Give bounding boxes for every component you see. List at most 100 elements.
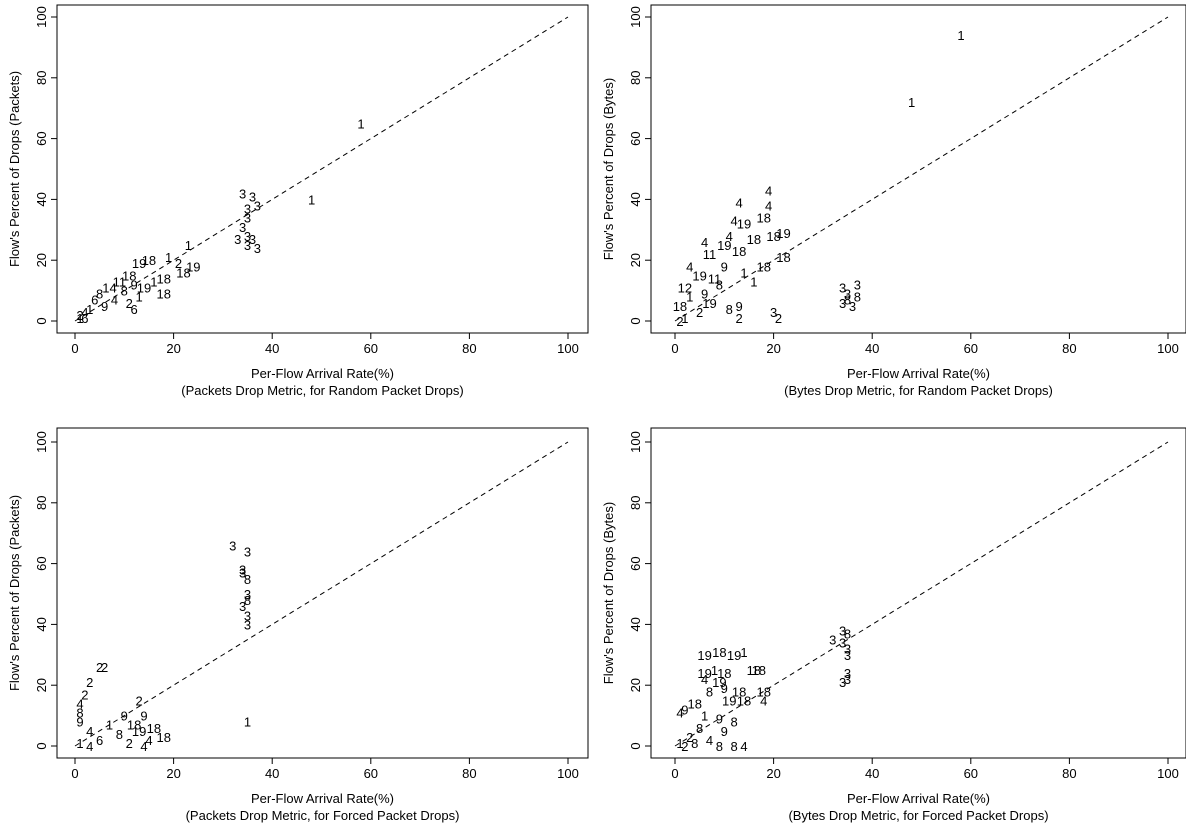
data-point-label: 8 <box>116 727 123 742</box>
x-tick-label: 100 <box>557 341 579 356</box>
y-tick-label: 60 <box>628 131 643 145</box>
data-point-label: 1 <box>150 274 157 289</box>
y-axis-label: Flow's Percent of Drops (Bytes) <box>601 502 616 684</box>
data-point-label: 19 <box>697 666 711 681</box>
data-point-label: 4 <box>760 693 767 708</box>
data-point-label: 12 <box>678 281 692 296</box>
plot-frame <box>650 427 1186 759</box>
chart-caption: (Bytes Drop Metric, for Forced Packet Dr… <box>788 808 1048 823</box>
x-tick-label: 80 <box>1062 341 1076 356</box>
data-point-label: 19 <box>132 724 146 739</box>
data-point-label: 19 <box>722 693 736 708</box>
data-point-label: 1 <box>686 290 693 305</box>
data-point-label: 18 <box>147 721 161 736</box>
data-point-label: 2 <box>686 730 693 745</box>
data-point-label: 19 <box>697 648 711 663</box>
y-tick-label: 60 <box>628 556 643 570</box>
data-point-label: 3 <box>254 241 261 256</box>
x-tick-label: 100 <box>1157 341 1179 356</box>
data-point-label: 9 <box>101 299 108 314</box>
data-point-label: 11 <box>113 274 127 289</box>
data-point-label: 3 <box>844 648 851 663</box>
data-point-label: 8 <box>854 290 861 305</box>
data-point-label: 3 <box>854 278 861 293</box>
x-tick-label: 80 <box>462 341 476 356</box>
data-point-label: 8 <box>121 284 128 299</box>
data-point-label: 1 <box>308 192 315 207</box>
data-point-label: 2 <box>676 314 683 329</box>
data-point-label: 3 <box>239 186 246 201</box>
x-tick-label: 60 <box>964 341 978 356</box>
x-tick-label: 60 <box>364 341 378 356</box>
plot-frame <box>650 4 1186 334</box>
data-point-label: 19 <box>186 259 200 274</box>
data-point-label: 4 <box>86 724 93 739</box>
x-tick-label: 20 <box>766 341 780 356</box>
plot-frame <box>56 4 589 334</box>
data-point-label: 1 <box>244 715 251 730</box>
y-axis-label: Flow's Percent of Drops (Packets) <box>7 71 22 267</box>
data-point-label: 18 <box>737 693 751 708</box>
data-point-label: 2 <box>86 675 93 690</box>
data-point-label: 2 <box>101 660 108 675</box>
data-point-label: 4 <box>701 235 708 250</box>
data-point-label: 8 <box>696 721 703 736</box>
data-point-label: 2 <box>81 687 88 702</box>
data-point-label: 3 <box>844 642 851 657</box>
data-point-label: 1 <box>86 302 93 317</box>
data-point-label: 2 <box>775 311 782 326</box>
reference-line <box>74 16 569 322</box>
data-point-label: 3 <box>844 672 851 687</box>
data-point-label: 4 <box>86 739 93 754</box>
data-point-label: 8 <box>731 715 738 730</box>
data-point-label: 8 <box>706 684 713 699</box>
data-point-label: 4 <box>676 706 683 721</box>
data-point-label: 2 <box>76 308 83 323</box>
data-point-label: 8 <box>244 572 251 587</box>
y-tick-label: 20 <box>34 253 49 267</box>
data-point-label: 1 <box>908 95 915 110</box>
data-point-label: 1 <box>357 116 364 131</box>
chart-caption: (Packets Drop Metric, for Random Packet … <box>181 383 463 398</box>
data-point-label: 2 <box>696 305 703 320</box>
data-point-label: 4 <box>765 198 772 213</box>
data-point-label: 2 <box>126 736 133 751</box>
y-axis-label: Flow's Percent of Drops (Bytes) <box>601 78 616 260</box>
data-point-label: 3 <box>829 633 836 648</box>
data-point-label: 3 <box>244 608 251 623</box>
data-point-label: 3 <box>239 566 246 581</box>
data-point-label: 3 <box>239 599 246 614</box>
data-point-label: 1 <box>740 265 747 280</box>
reference-line <box>74 441 569 747</box>
y-tick-label: 0 <box>34 742 49 749</box>
data-point-label: 8 <box>244 593 251 608</box>
data-point-label: 18 <box>766 229 780 244</box>
data-point-label: 3 <box>839 281 846 296</box>
data-point-label: 3 <box>244 229 251 244</box>
data-point-label: 19 <box>692 268 706 283</box>
x-tick-label: 20 <box>166 766 180 781</box>
data-point-label: 3 <box>249 189 256 204</box>
y-tick-label: 100 <box>34 6 49 28</box>
data-point-label: 3 <box>234 232 241 247</box>
x-tick-label: 80 <box>1062 766 1076 781</box>
data-point-label: 3 <box>244 587 251 602</box>
data-point-label: 4 <box>81 305 88 320</box>
data-point-label: 9 <box>701 287 708 302</box>
x-tick-label: 60 <box>964 766 978 781</box>
data-point-label: 2 <box>126 296 133 311</box>
data-point-label: 19 <box>776 226 790 241</box>
x-tick-label: 40 <box>865 341 879 356</box>
data-point-label: 3 <box>244 617 251 632</box>
data-point-label: 8 <box>716 739 723 754</box>
y-tick-label: 80 <box>34 71 49 85</box>
x-tick-label: 0 <box>71 341 78 356</box>
data-point-label: 18 <box>122 268 136 283</box>
data-point-label: 1 <box>681 311 688 326</box>
data-point-label: 18 <box>176 265 190 280</box>
data-point-label: 9 <box>721 259 728 274</box>
data-point-label: 6 <box>91 293 98 308</box>
data-point-label: 8 <box>691 736 698 751</box>
y-tick-label: 0 <box>628 317 643 324</box>
